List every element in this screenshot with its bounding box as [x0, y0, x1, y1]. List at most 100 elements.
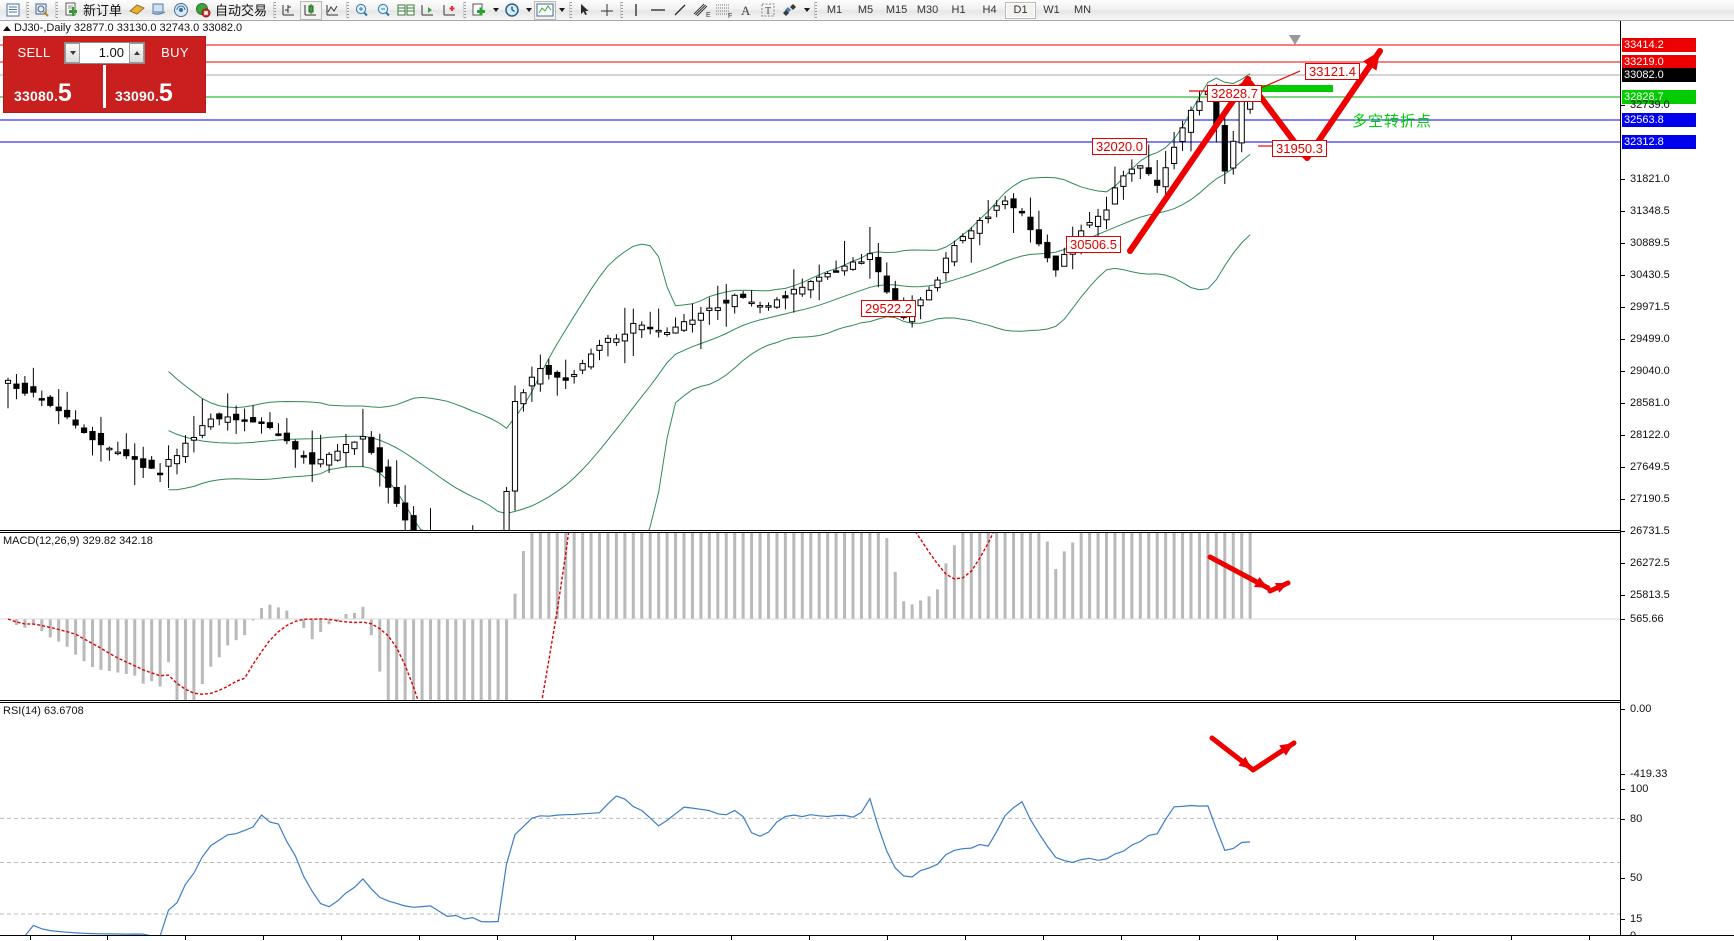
oct-top-row: SELL 1.00 BUY [4, 37, 205, 65]
chevron-down-icon[interactable] [556, 1, 567, 20]
axis-tick-label: 28122.0 [1630, 429, 1670, 441]
trendline-icon[interactable] [669, 1, 691, 20]
volume-stepper[interactable]: 1.00 [64, 41, 145, 64]
date-tick [809, 936, 810, 940]
zoom-out-icon[interactable] [373, 1, 395, 20]
axis-tick-label: 25813.5 [1630, 589, 1670, 601]
annotation-price-label[interactable]: 29522.2 [861, 300, 916, 317]
zoom-in-icon[interactable] [351, 1, 373, 20]
equidistant-channel-icon[interactable]: E [691, 1, 713, 20]
macd-title: MACD(12,26,9) 329.82 342.18 [3, 535, 153, 547]
annotation-price-label[interactable]: 31950.3 [1272, 140, 1327, 157]
new-order-label[interactable]: 新订单 [83, 2, 123, 18]
axis-tick-label: 26272.5 [1630, 557, 1670, 569]
timeframe-m5[interactable]: M5 [857, 4, 874, 16]
axis-tick [1621, 467, 1625, 468]
terminal-icon[interactable] [2, 1, 24, 20]
periods-icon[interactable] [501, 1, 523, 20]
collapse-triangle-icon[interactable] [3, 25, 11, 31]
date-tick [575, 936, 576, 940]
horizontal-line-icon[interactable] [647, 1, 669, 20]
chevron-down-icon[interactable] [523, 1, 534, 20]
date-tick [965, 936, 966, 940]
price-tag[interactable]: 32828.7 [1622, 90, 1696, 104]
pane-divider [0, 700, 1620, 701]
grid-icon[interactable] [395, 1, 417, 20]
sell-price-dot: . [53, 88, 58, 104]
annotation-price-label[interactable]: 32828.7 [1207, 85, 1262, 102]
axis-tick [1621, 339, 1625, 340]
text-icon[interactable]: T [757, 1, 779, 20]
bar-chart-icon[interactable] [278, 1, 300, 20]
volume-input[interactable]: 1.00 [98, 45, 124, 60]
auto-trading-icon[interactable] [192, 1, 214, 20]
date-axis[interactable]: 1 Sep 202010 Sep 202020 Sep 202029 Sep 2… [0, 935, 1734, 941]
signals-icon[interactable] [170, 1, 192, 20]
timeframe-w1[interactable]: W1 [1043, 4, 1060, 16]
buy-label[interactable]: BUY [161, 45, 189, 60]
price-tag[interactable]: 33082.0 [1622, 68, 1696, 82]
sell-button[interactable]: 33080. 5 [8, 65, 100, 108]
symbol-header-text: DJ30-,Daily 32877.0 33130.0 32743.0 3308… [14, 22, 243, 34]
axis-tick-label: 565.66 [1630, 613, 1664, 625]
text-label-icon[interactable]: A [735, 1, 757, 20]
axis-tick-label: 26731.5 [1630, 525, 1670, 537]
price-tag[interactable]: 33414.2 [1622, 38, 1696, 52]
timeframe-mn[interactable]: MN [1073, 4, 1092, 16]
chevron-down-icon[interactable] [801, 1, 812, 20]
auto-trading-label[interactable]: 自动交易 [215, 2, 268, 18]
axis-tick [1621, 275, 1625, 276]
rsi-pane[interactable]: RSI(14) 63.6708 [0, 703, 1620, 935]
oct-price-row: 33080. 5 33090. 5 [4, 65, 205, 112]
new-order-icon[interactable] [60, 1, 82, 20]
fibonacci-icon[interactable]: F [713, 1, 735, 20]
vertical-line-icon[interactable] [625, 1, 647, 20]
templates-icon[interactable] [534, 0, 557, 20]
price-tag[interactable]: 33219.0 [1622, 55, 1696, 69]
one-click-trading-panel[interactable]: SELL 1.00 BUY 33080. 5 33090. 5 [3, 36, 206, 113]
timeframe-h4[interactable]: H4 [982, 4, 997, 16]
data-window-icon[interactable] [126, 1, 148, 20]
chart-area[interactable]: DJ30-,Daily 32877.0 33130.0 32743.0 3308… [0, 21, 1734, 941]
volume-increment-button[interactable] [129, 42, 144, 63]
line-chart-icon[interactable] [322, 1, 344, 20]
chart-shift-icon[interactable] [417, 1, 439, 20]
annotation-price-label[interactable]: 33121.4 [1305, 63, 1360, 80]
sell-label[interactable]: SELL [17, 45, 51, 60]
indicators-icon[interactable] [468, 1, 490, 20]
timeframe-h1[interactable]: H1 [951, 4, 966, 16]
timeframe-m1[interactable]: M1 [826, 4, 843, 16]
price-pane[interactable]: DJ30-,Daily 32877.0 33130.0 32743.0 3308… [0, 21, 1620, 530]
axis-tick-label: 29040.0 [1630, 365, 1670, 377]
price-tag[interactable]: 32563.8 [1622, 113, 1696, 127]
cursor-icon[interactable] [574, 1, 596, 20]
axis-tick-label: 30889.5 [1630, 237, 1670, 249]
date-tick [1121, 936, 1122, 940]
axis-tick [1621, 403, 1625, 404]
svg-text:E: E [706, 12, 711, 18]
axis-tick-label: 15 [1630, 913, 1643, 925]
chevron-down-icon[interactable] [490, 1, 501, 20]
axis-tick-label: 32739.0 [1630, 99, 1670, 111]
annotation-price-label[interactable]: 30506.5 [1066, 236, 1121, 253]
macd-chart-canvas [0, 533, 1620, 700]
annotation-price-label[interactable]: 32020.0 [1092, 138, 1147, 155]
objects-icon[interactable] [779, 1, 801, 20]
pane-divider [0, 530, 1620, 531]
volume-decrement-button[interactable] [65, 42, 80, 63]
date-tick [1199, 936, 1200, 940]
navigator-icon[interactable] [148, 1, 170, 20]
timeframe-m15[interactable]: M15 [885, 4, 908, 16]
date-tick [653, 936, 654, 940]
auto-scroll-icon[interactable] [439, 1, 461, 20]
timeframe-m30[interactable]: M30 [916, 4, 939, 16]
toolbar-separator [812, 2, 819, 19]
timeframe-d1[interactable]: D1 [1005, 1, 1037, 19]
price-axis[interactable]: 33414.2 33219.0 33082.0 32828.7 32739.0 32563… [1620, 21, 1734, 941]
macd-pane[interactable]: MACD(12,26,9) 329.82 342.18 [0, 533, 1620, 700]
crosshair-icon[interactable] [596, 1, 618, 20]
candlestick-chart-icon[interactable] [300, 0, 323, 20]
market-watch-icon[interactable] [31, 1, 53, 20]
buy-button[interactable]: 33090. 5 [109, 65, 201, 108]
price-tag[interactable]: 32312.8 [1622, 135, 1696, 149]
